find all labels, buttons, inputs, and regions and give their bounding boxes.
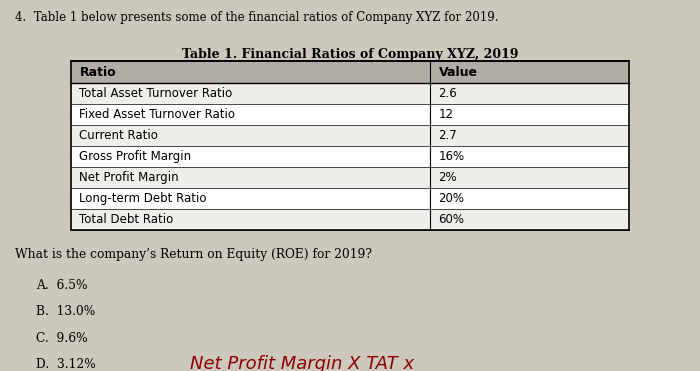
Text: Current Ratio: Current Ratio	[80, 129, 158, 142]
Bar	[71, 125, 629, 146]
Text: What is the company’s Return on Equity (ROE) for 2019?: What is the company’s Return on Equity (…	[15, 248, 372, 261]
Text: Value: Value	[438, 66, 477, 79]
Text: 60%: 60%	[438, 213, 465, 226]
Text: 20%: 20%	[438, 192, 465, 205]
Bar	[71, 61, 629, 230]
Text: Table 1. Financial Ratios of Company XYZ, 2019: Table 1. Financial Ratios of Company XYZ…	[182, 48, 518, 61]
Text: A.  6.5%: A. 6.5%	[36, 279, 88, 292]
Text: B.  13.0%: B. 13.0%	[36, 305, 95, 318]
Text: Fixed Asset Turnover Ratio: Fixed Asset Turnover Ratio	[80, 108, 235, 121]
Bar	[71, 61, 629, 83]
Bar	[71, 146, 629, 167]
Text: Total Debt Ratio: Total Debt Ratio	[80, 213, 174, 226]
Text: Net Profit Margin X TAT x: Net Profit Margin X TAT x	[190, 355, 414, 371]
Bar	[71, 167, 629, 188]
Text: 12: 12	[438, 108, 454, 121]
Text: Ratio: Ratio	[80, 66, 116, 79]
Text: C.  9.6%: C. 9.6%	[36, 332, 88, 345]
Bar	[71, 83, 629, 104]
Bar	[71, 104, 629, 125]
Text: 2.6: 2.6	[438, 87, 457, 100]
Text: 4.  Table 1 below presents some of the financial ratios of Company XYZ for 2019.: 4. Table 1 below presents some of the fi…	[15, 11, 499, 24]
Text: 2.7: 2.7	[438, 129, 457, 142]
Text: Net Profit Margin: Net Profit Margin	[80, 171, 179, 184]
Bar	[71, 209, 629, 230]
Bar	[71, 188, 629, 209]
Text: 2%: 2%	[438, 171, 457, 184]
Text: Gross Profit Margin: Gross Profit Margin	[80, 150, 192, 163]
Text: Long-term Debt Ratio: Long-term Debt Ratio	[80, 192, 207, 205]
Text: D.  3.12%: D. 3.12%	[36, 358, 96, 371]
Text: Total Asset Turnover Ratio: Total Asset Turnover Ratio	[80, 87, 232, 100]
Text: 16%: 16%	[438, 150, 465, 163]
